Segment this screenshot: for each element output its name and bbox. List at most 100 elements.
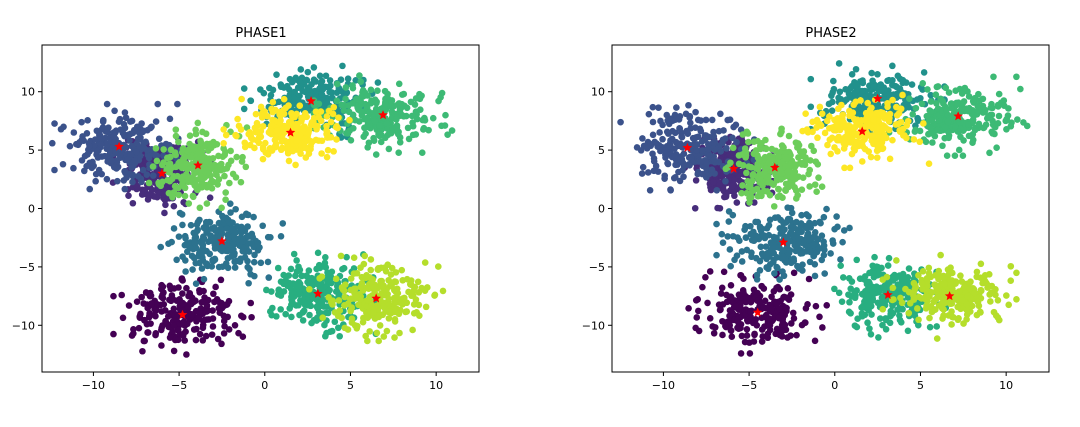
data-point (251, 251, 258, 259)
data-point (257, 103, 265, 111)
data-point (194, 119, 202, 127)
data-point (973, 268, 981, 276)
data-point (294, 283, 302, 290)
data-point (192, 126, 199, 134)
data-point (220, 145, 227, 152)
data-point (397, 104, 405, 112)
data-point (330, 148, 337, 155)
data-point (290, 250, 298, 258)
data-point (743, 325, 751, 333)
data-point (247, 299, 255, 307)
data-point (221, 323, 228, 330)
data-point (961, 84, 969, 92)
data-point (780, 219, 787, 227)
data-point (685, 305, 692, 312)
data-point (963, 300, 971, 308)
data-point (780, 272, 788, 280)
data-point (744, 317, 752, 325)
data-point (220, 165, 227, 173)
data-point (724, 233, 732, 240)
chart-title: PHASE1 (235, 26, 286, 41)
data-point (170, 305, 178, 313)
data-point (296, 311, 303, 319)
data-point (722, 177, 729, 185)
data-point (934, 83, 942, 90)
data-point (70, 164, 77, 172)
data-point (803, 211, 810, 218)
data-point (806, 219, 813, 227)
data-point (66, 142, 74, 150)
data-point (742, 234, 750, 241)
data-point (171, 182, 179, 190)
data-point (867, 330, 875, 338)
data-point (850, 115, 858, 123)
data-point (805, 275, 813, 283)
data-point (242, 163, 250, 171)
data-point (727, 297, 735, 305)
data-point (175, 191, 183, 199)
data-point (831, 285, 838, 293)
data-point (377, 138, 385, 146)
data-point (132, 148, 140, 156)
data-point (799, 261, 806, 268)
data-point (211, 256, 219, 263)
data-point (948, 308, 955, 315)
data-point (344, 75, 352, 82)
data-point (129, 178, 136, 186)
data-point (837, 256, 844, 263)
data-point (280, 271, 288, 279)
data-point (811, 181, 819, 188)
data-point (780, 253, 787, 261)
data-point (796, 148, 804, 155)
data-point (231, 322, 239, 329)
data-point (224, 247, 231, 255)
data-point (239, 313, 247, 321)
data-point (761, 153, 769, 161)
data-point (202, 332, 210, 340)
data-point (1013, 295, 1020, 303)
data-point (382, 268, 390, 275)
data-point (121, 185, 129, 193)
cluster-9 (799, 91, 933, 172)
data-point (222, 196, 229, 203)
data-point (823, 205, 830, 213)
data-point (364, 144, 372, 151)
data-point (766, 261, 774, 268)
data-point (273, 127, 281, 135)
data-point (659, 121, 666, 129)
centroid-marker (728, 163, 739, 173)
y-tick-label: 10 (591, 86, 605, 99)
data-point (317, 108, 325, 115)
data-point (343, 253, 350, 261)
data-point (179, 173, 187, 180)
data-point (228, 225, 236, 233)
data-point (92, 170, 100, 178)
data-point (876, 141, 883, 148)
data-point (350, 254, 358, 262)
data-point (784, 215, 792, 223)
data-point (357, 98, 365, 105)
data-point (196, 330, 204, 338)
data-point (742, 151, 750, 159)
data-point (816, 313, 823, 321)
data-point (863, 114, 871, 121)
data-point (939, 142, 946, 150)
data-point (723, 145, 730, 152)
data-point (153, 157, 161, 165)
data-point (988, 128, 995, 136)
data-point (374, 87, 381, 95)
data-point (984, 281, 991, 289)
data-point (916, 138, 924, 146)
data-point (342, 84, 350, 91)
data-point (655, 104, 662, 111)
data-point (190, 143, 197, 150)
data-point (741, 338, 749, 346)
data-point (367, 266, 375, 274)
cluster-3 (713, 204, 853, 283)
centroid-marker (285, 127, 296, 137)
data-point (232, 205, 239, 213)
data-point (412, 296, 420, 303)
data-point (656, 129, 663, 136)
data-point (296, 131, 304, 139)
data-point (278, 138, 285, 145)
